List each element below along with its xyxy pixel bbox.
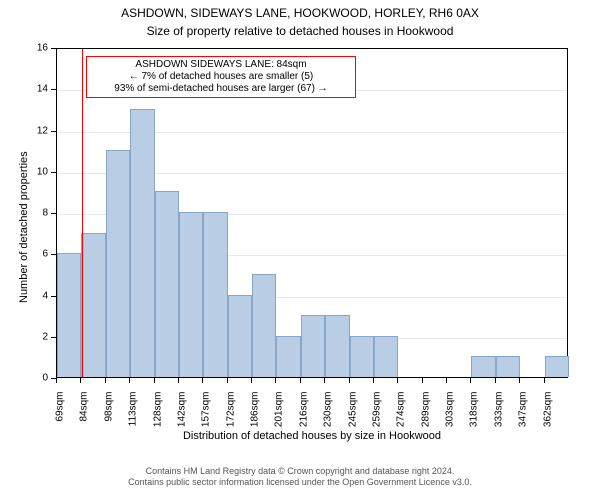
xtick-label: 113sqm — [128, 392, 139, 432]
annotation-line-2: ← 7% of detached houses are smaller (5) — [91, 71, 351, 83]
histogram-bar — [325, 315, 349, 377]
xtick-mark — [519, 378, 520, 383]
xtick-label: 172sqm — [225, 392, 236, 432]
ytick-mark — [51, 337, 56, 338]
xtick-mark — [56, 378, 57, 383]
histogram-bar — [301, 315, 325, 377]
ytick-label: 0 — [26, 373, 48, 384]
annotation-line-3: 93% of semi-detached houses are larger (… — [91, 83, 351, 95]
histogram-bar — [81, 233, 105, 377]
xtick-mark — [446, 378, 447, 383]
histogram-bar — [228, 295, 252, 378]
xtick-mark — [422, 378, 423, 383]
xtick-label: 347sqm — [518, 392, 529, 432]
ytick-mark — [51, 172, 56, 173]
xtick-mark — [324, 378, 325, 383]
histogram-bar — [496, 356, 520, 377]
xtick-label: 186sqm — [250, 392, 261, 432]
xtick-label: 362sqm — [542, 392, 553, 432]
x-axis-label: Distribution of detached houses by size … — [56, 430, 568, 442]
ytick-label: 2 — [26, 331, 48, 342]
xtick-mark — [470, 378, 471, 383]
xtick-mark — [397, 378, 398, 383]
xtick-label: 201sqm — [274, 392, 285, 432]
xtick-mark — [105, 378, 106, 383]
xtick-mark — [154, 378, 155, 383]
footer-line-2: Contains public sector information licen… — [0, 477, 600, 488]
xtick-mark — [495, 378, 496, 383]
footer-line-1: Contains HM Land Registry data © Crown c… — [0, 466, 600, 477]
ytick-mark — [51, 48, 56, 49]
ytick-mark — [51, 213, 56, 214]
xtick-mark — [251, 378, 252, 383]
xtick-mark — [544, 378, 545, 383]
ytick-label: 14 — [26, 84, 48, 95]
ytick-mark — [51, 254, 56, 255]
chart-container: ASHDOWN, SIDEWAYS LANE, HOOKWOOD, HORLEY… — [0, 0, 600, 500]
ytick-mark — [51, 89, 56, 90]
xtick-label: 216sqm — [298, 392, 309, 432]
ytick-label: 6 — [26, 249, 48, 260]
xtick-mark — [80, 378, 81, 383]
ytick-label: 12 — [26, 125, 48, 136]
annotation-box: ASHDOWN SIDEWAYS LANE: 84sqm ← 7% of det… — [86, 56, 356, 98]
histogram-bar — [106, 150, 130, 377]
histogram-bar — [545, 356, 569, 377]
xtick-mark — [129, 378, 130, 383]
xtick-label: 142sqm — [176, 392, 187, 432]
ytick-mark — [51, 296, 56, 297]
histogram-bar — [203, 212, 227, 377]
xtick-mark — [300, 378, 301, 383]
ytick-mark — [51, 131, 56, 132]
property-marker-line — [82, 49, 83, 377]
xtick-mark — [373, 378, 374, 383]
xtick-mark — [202, 378, 203, 383]
ytick-label: 4 — [26, 290, 48, 301]
xtick-label: 289sqm — [420, 392, 431, 432]
xtick-label: 259sqm — [371, 392, 382, 432]
xtick-mark — [275, 378, 276, 383]
histogram-bar — [130, 109, 154, 377]
histogram-bar — [471, 356, 495, 377]
xtick-label: 230sqm — [323, 392, 334, 432]
histogram-bar — [155, 191, 179, 377]
footer: Contains HM Land Registry data © Crown c… — [0, 466, 600, 488]
xtick-label: 303sqm — [445, 392, 456, 432]
ytick-label: 16 — [26, 43, 48, 54]
xtick-label: 84sqm — [79, 392, 90, 432]
ytick-label: 8 — [26, 208, 48, 219]
xtick-label: 128sqm — [152, 392, 163, 432]
xtick-label: 318sqm — [469, 392, 480, 432]
xtick-label: 274sqm — [396, 392, 407, 432]
xtick-label: 245sqm — [347, 392, 358, 432]
histogram-bar — [57, 253, 81, 377]
histogram-bar — [374, 336, 398, 377]
histogram-bar — [350, 336, 374, 377]
xtick-label: 157sqm — [201, 392, 212, 432]
xtick-mark — [227, 378, 228, 383]
histogram-bar — [252, 274, 276, 377]
chart-title: ASHDOWN, SIDEWAYS LANE, HOOKWOOD, HORLEY… — [0, 6, 600, 20]
xtick-label: 333sqm — [493, 392, 504, 432]
xtick-mark — [178, 378, 179, 383]
chart-subtitle: Size of property relative to detached ho… — [0, 24, 600, 38]
ytick-label: 10 — [26, 166, 48, 177]
xtick-label: 98sqm — [103, 392, 114, 432]
histogram-bar — [276, 336, 300, 377]
annotation-line-1: ASHDOWN SIDEWAYS LANE: 84sqm — [91, 59, 351, 71]
xtick-label: 69sqm — [55, 392, 66, 432]
histogram-bar — [179, 212, 203, 377]
xtick-mark — [349, 378, 350, 383]
